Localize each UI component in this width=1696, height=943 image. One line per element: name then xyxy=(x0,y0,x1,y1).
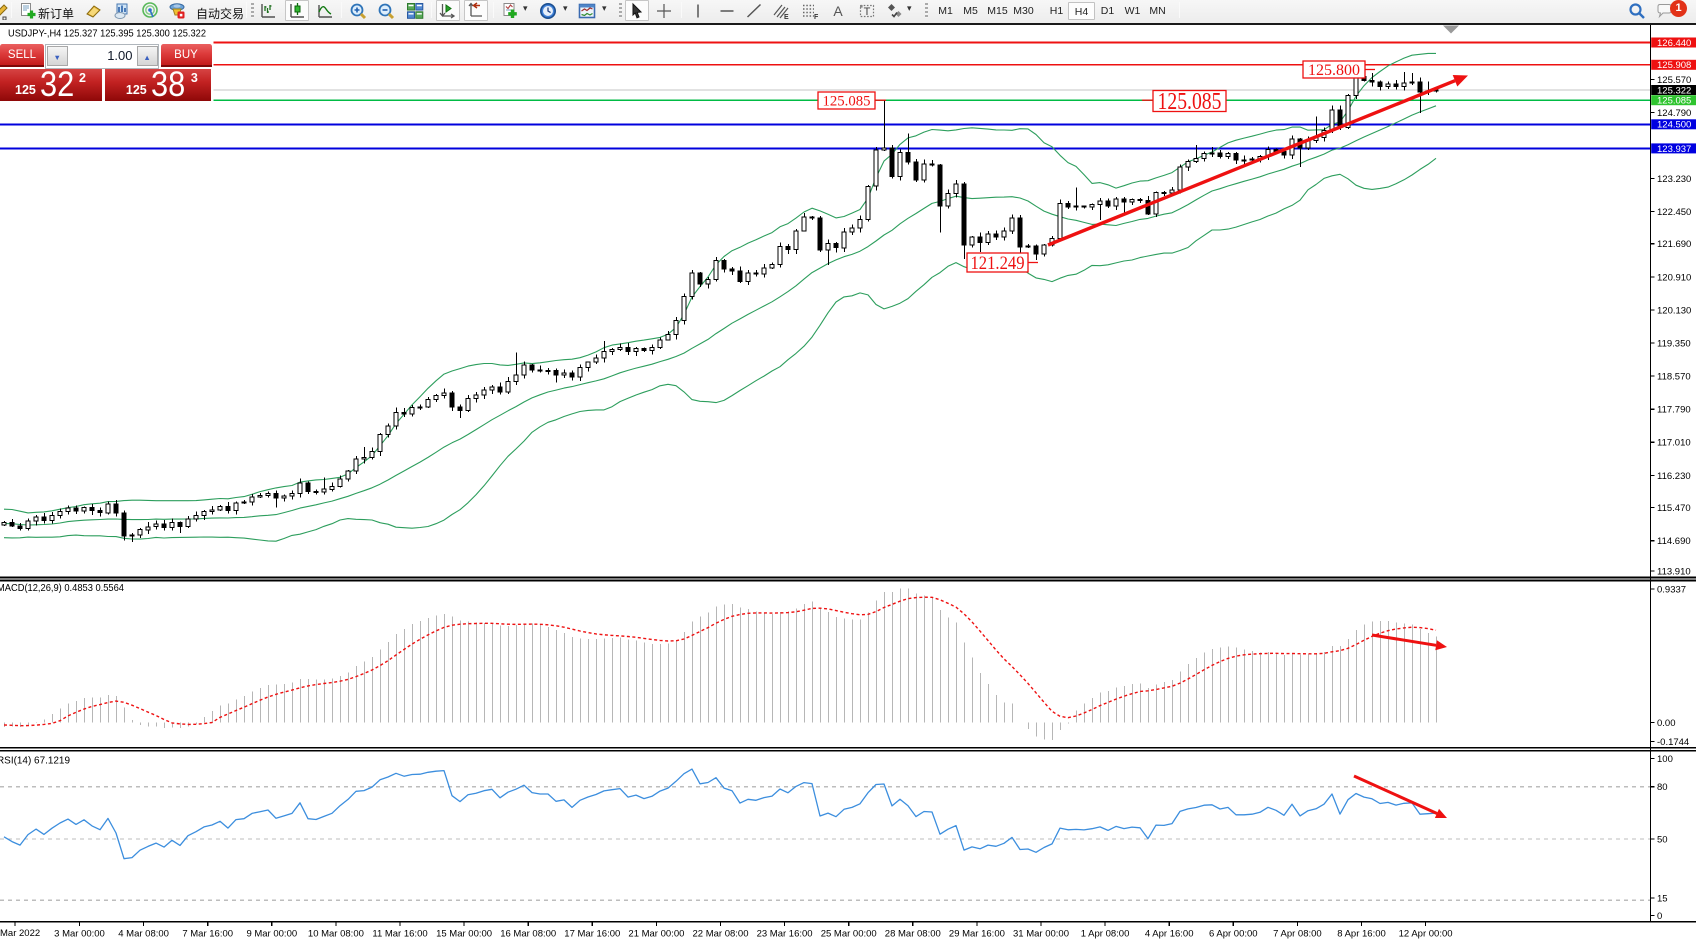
svg-text:125.800: 125.800 xyxy=(1308,62,1360,79)
svg-text:15: 15 xyxy=(1657,893,1668,904)
svg-text:17 Mar 16:00: 17 Mar 16:00 xyxy=(564,929,620,940)
svg-text:120.130: 120.130 xyxy=(1657,305,1691,316)
svg-text:6 Apr 00:00: 6 Apr 00:00 xyxy=(1209,929,1258,940)
svg-text:21 Mar 00:00: 21 Mar 00:00 xyxy=(628,929,684,940)
svg-text:A: A xyxy=(833,3,843,19)
svg-text:7 Mar 16:00: 7 Mar 16:00 xyxy=(182,929,233,940)
svg-text:22 Mar 08:00: 22 Mar 08:00 xyxy=(693,929,749,940)
svg-text:123.230: 123.230 xyxy=(1657,174,1691,185)
svg-text:121.690: 121.690 xyxy=(1657,239,1691,250)
svg-text:T: T xyxy=(864,6,871,18)
svg-text:F: F xyxy=(814,14,819,20)
svg-text:12 Apr 00:00: 12 Apr 00:00 xyxy=(1399,929,1453,940)
svg-text:28 Mar 08:00: 28 Mar 08:00 xyxy=(885,929,941,940)
svg-text:125.085: 125.085 xyxy=(823,94,871,110)
svg-text:125.570: 125.570 xyxy=(1657,75,1691,86)
svg-text:-0.1744: -0.1744 xyxy=(1657,737,1689,748)
svg-text:121.249: 121.249 xyxy=(971,253,1025,274)
svg-text:124.500: 124.500 xyxy=(1657,120,1691,131)
svg-text:Mar 2022: Mar 2022 xyxy=(0,928,40,939)
svg-text:125.085: 125.085 xyxy=(1657,96,1691,107)
svg-text:113.910: 113.910 xyxy=(1657,566,1691,577)
svg-text:1 Apr 08:00: 1 Apr 08:00 xyxy=(1081,929,1130,940)
svg-text:119.350: 119.350 xyxy=(1657,339,1691,350)
svg-text:100: 100 xyxy=(1657,754,1673,765)
svg-text:4 Apr 16:00: 4 Apr 16:00 xyxy=(1145,929,1194,940)
svg-text:125.085: 125.085 xyxy=(1158,89,1222,115)
svg-text:80: 80 xyxy=(1657,782,1668,793)
svg-text:125.908: 125.908 xyxy=(1657,60,1691,71)
svg-text:50: 50 xyxy=(1657,835,1668,846)
svg-text:3 Mar 00:00: 3 Mar 00:00 xyxy=(54,929,105,940)
svg-text:RSI(14) 67.1219: RSI(14) 67.1219 xyxy=(0,755,70,767)
svg-text:4 Mar 08:00: 4 Mar 08:00 xyxy=(118,929,169,940)
svg-text:120.910: 120.910 xyxy=(1657,272,1691,283)
svg-text:114.690: 114.690 xyxy=(1657,536,1691,547)
svg-text:25 Mar 00:00: 25 Mar 00:00 xyxy=(821,929,877,940)
svg-text:125.322: 125.322 xyxy=(1657,85,1691,96)
svg-text:23 Mar 16:00: 23 Mar 16:00 xyxy=(757,929,813,940)
svg-text:11 Mar 16:00: 11 Mar 16:00 xyxy=(372,929,427,940)
svg-text:0: 0 xyxy=(1657,911,1662,922)
svg-text:124.790: 124.790 xyxy=(1657,108,1691,119)
svg-text:117.010: 117.010 xyxy=(1657,438,1691,449)
svg-text:16 Mar 08:00: 16 Mar 08:00 xyxy=(500,929,556,940)
svg-text:31 Mar 00:00: 31 Mar 00:00 xyxy=(1013,929,1069,940)
svg-text:8 Apr 16:00: 8 Apr 16:00 xyxy=(1337,929,1386,940)
svg-text:116.230: 116.230 xyxy=(1657,471,1691,482)
svg-text:10 Mar 08:00: 10 Mar 08:00 xyxy=(308,929,364,940)
svg-text:29 Mar 16:00: 29 Mar 16:00 xyxy=(949,929,1005,940)
svg-text:117.790: 117.790 xyxy=(1657,405,1691,416)
svg-text:9 Mar 00:00: 9 Mar 00:00 xyxy=(246,929,297,940)
svg-text:USDJPY-,H4 125.327 125.395 12: USDJPY-,H4 125.327 125.395 125.300 125.3… xyxy=(8,28,206,40)
svg-text:122.450: 122.450 xyxy=(1657,207,1691,218)
svg-text:7 Apr 08:00: 7 Apr 08:00 xyxy=(1273,929,1322,940)
svg-text:E: E xyxy=(784,14,789,20)
svg-text:115.470: 115.470 xyxy=(1657,503,1691,514)
svg-text:123.937: 123.937 xyxy=(1657,144,1691,155)
svg-text:15 Mar 00:00: 15 Mar 00:00 xyxy=(436,929,492,940)
svg-text:0.00: 0.00 xyxy=(1657,718,1676,729)
svg-text:126.440: 126.440 xyxy=(1657,38,1691,49)
svg-text:MACD(12,26,9) 0.4853 0.5564: MACD(12,26,9) 0.4853 0.5564 xyxy=(0,582,124,594)
svg-text:0.9337: 0.9337 xyxy=(1657,584,1686,595)
svg-text:118.570: 118.570 xyxy=(1657,372,1691,383)
